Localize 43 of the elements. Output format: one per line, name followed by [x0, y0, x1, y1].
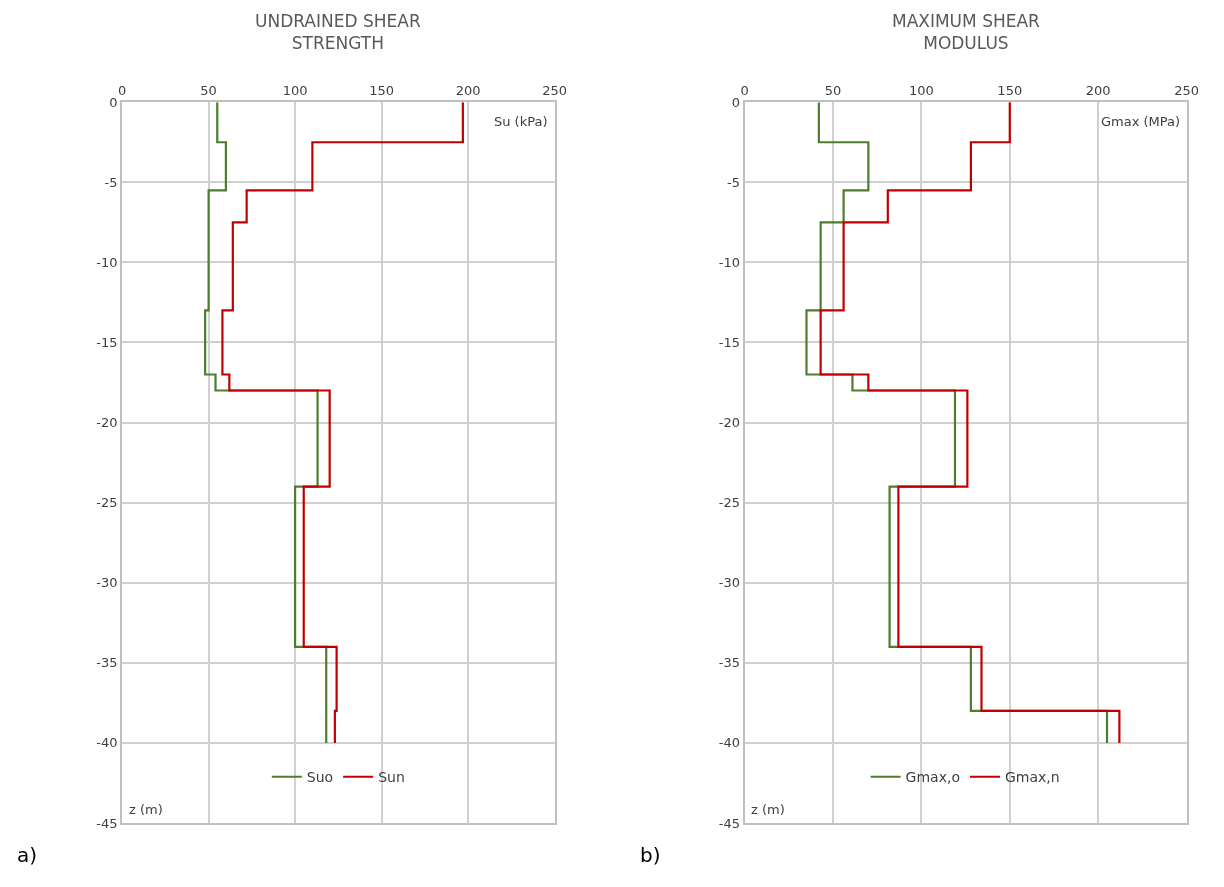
y-axis-title: z (m): [751, 802, 785, 817]
y-tick-label: 0: [109, 94, 118, 110]
legend-label: Gmax,o: [905, 769, 960, 786]
y-tick-label: -10: [718, 254, 741, 270]
text: b): [640, 843, 661, 867]
y-tick-label: -5: [104, 174, 118, 190]
y-tick-label: -10: [96, 254, 118, 270]
x-tick-label: 250: [1174, 83, 1199, 98]
chart-title: UNDRAINED SHEAR STRENGTH: [255, 11, 421, 54]
x-tick-label: 200: [455, 83, 481, 98]
x-tick-label: 150: [369, 83, 394, 98]
y-tick-label: -35: [718, 655, 741, 671]
y-tick-label: -30: [718, 575, 741, 591]
y-tick-label: -15: [718, 335, 741, 351]
y-tick-label: -35: [96, 655, 118, 671]
legend-label: Suo: [306, 769, 334, 786]
y-tick-label: -40: [718, 735, 741, 751]
x-tick-label: 100: [282, 83, 308, 98]
x-axis-title: Gmax (MPa): [1101, 114, 1181, 129]
y-tick-label: -5: [727, 174, 741, 190]
text: a): [17, 843, 38, 867]
y-tick-label: -20: [96, 415, 118, 431]
line-series: [221, 102, 464, 744]
y-tick-label: -20: [718, 415, 741, 431]
y-tick-label: -45: [718, 815, 741, 831]
y-tick-label: -15: [96, 335, 118, 351]
y-tick-label: 0: [731, 94, 741, 110]
chart-title: MAXIMUM SHEAR MODULUS: [892, 11, 1041, 54]
x-tick-label: 50: [824, 83, 842, 98]
y-tick-label: -40: [96, 735, 118, 751]
y-tick-label: -30: [96, 575, 118, 591]
y-tick-label: -25: [718, 495, 741, 511]
legend-label: Gmax,n: [1004, 769, 1060, 786]
legend-label: Sun: [378, 769, 405, 786]
x-tick-label: 100: [908, 83, 934, 98]
x-tick-label: 50: [200, 83, 217, 98]
y-tick-label: -25: [96, 495, 118, 511]
y-tick-label: -45: [96, 815, 118, 831]
y-axis-title: z (m): [129, 802, 163, 817]
x-tick-label: 150: [997, 83, 1023, 98]
x-tick-label: 200: [1085, 83, 1111, 98]
x-tick-label: 250: [542, 83, 567, 98]
x-axis-title: Su (kPa): [494, 114, 548, 129]
